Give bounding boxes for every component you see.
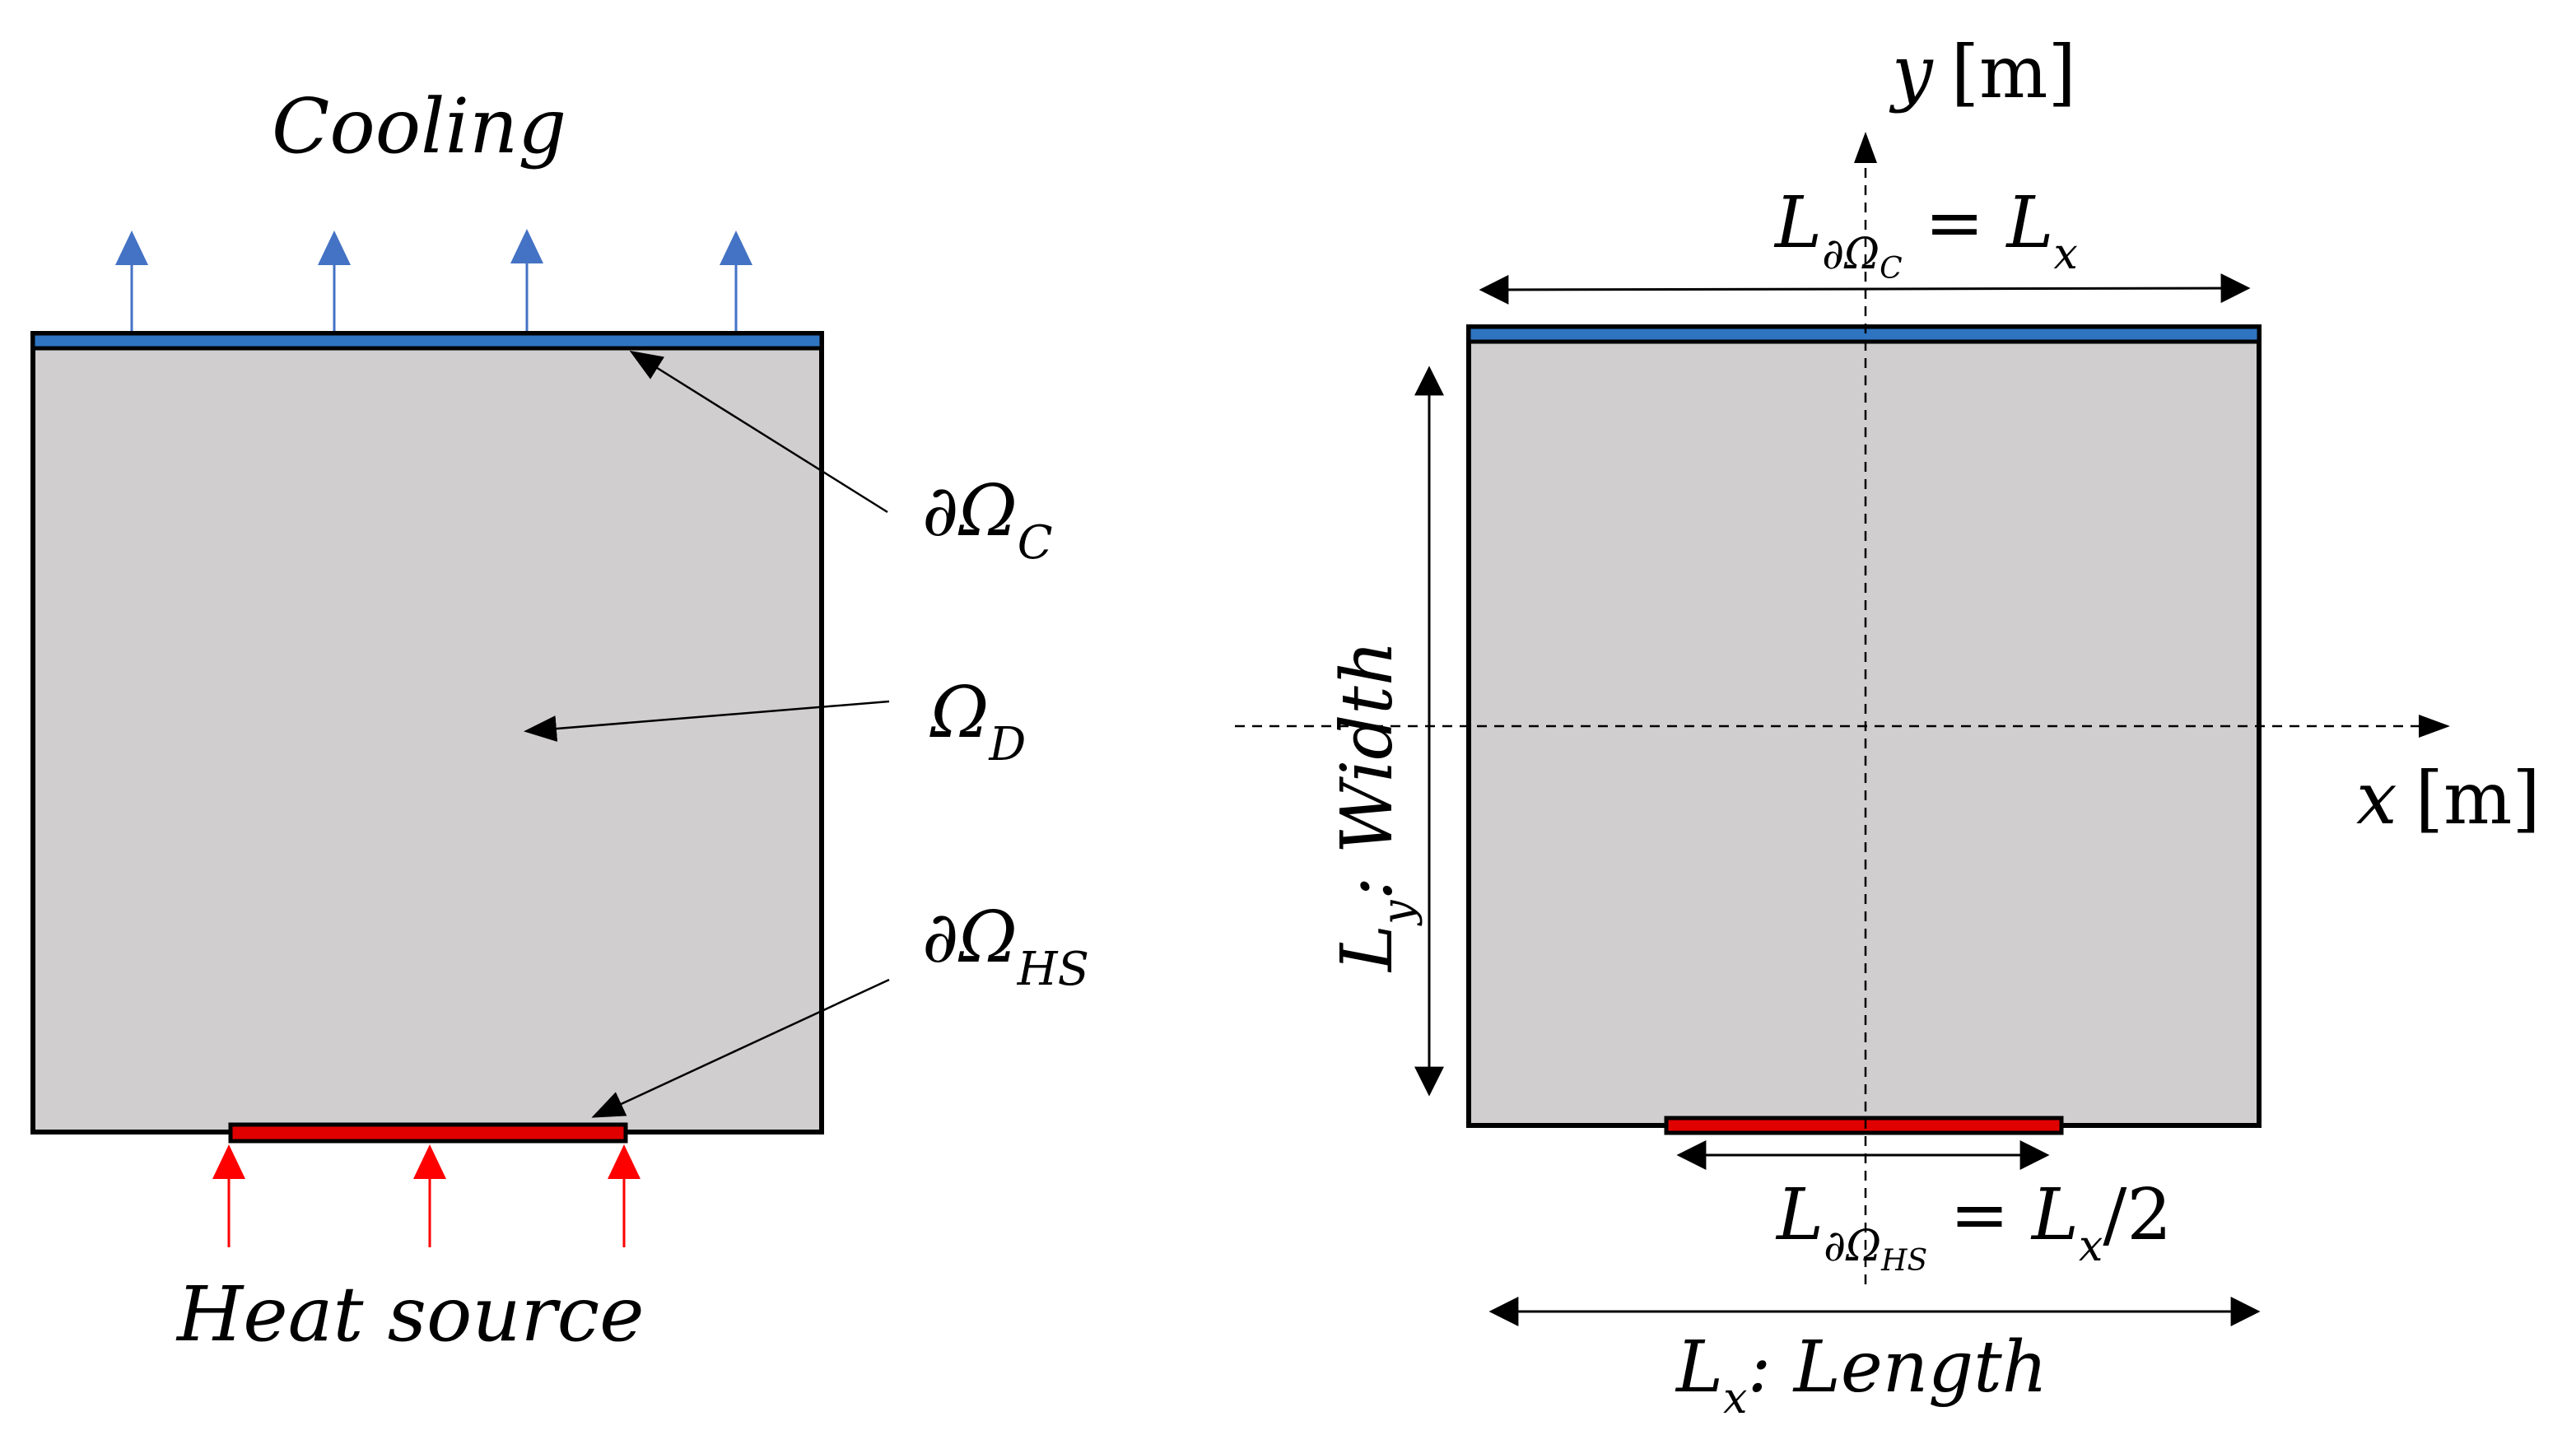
left-heat-boundary (228, 1122, 628, 1144)
pointer-boundary-hs (591, 978, 890, 1118)
top-dimension-label: L∂ΩC = Lx (1773, 182, 2078, 286)
left-diagram: Cooling Heat source ∂ΩC ΩD ∂ΩHS (30, 82, 1089, 1358)
cooling-arrow-head (115, 231, 148, 265)
domain-label: ΩD (929, 672, 1026, 771)
cooling-arrow-head (510, 229, 543, 263)
cooling-arrow-head (720, 231, 752, 265)
hs-dimension-label: L∂ΩHS = Lx/2 (1775, 1174, 2172, 1278)
heat-arrows (212, 1144, 641, 1247)
y-axis-label: y [m] (1889, 30, 2076, 114)
x-axis-label: x [m] (2356, 756, 2541, 841)
boundary-c-label: ∂ΩC (922, 470, 1053, 570)
left-domain-rect (30, 331, 824, 1135)
cooling-arrow-head (318, 231, 351, 265)
heat-arrow-head (413, 1144, 446, 1179)
right-diagram: y [m] x [m] L∂ΩC = Lx L∂ΩHS = Lx/2 Lx: Len… (1235, 30, 2541, 1423)
left-cooling-boundary (30, 331, 824, 351)
boundary-hs-label: ∂ΩHS (922, 897, 1089, 996)
right-cooling-boundary (1466, 324, 2262, 344)
cooling-label: Cooling (272, 82, 566, 170)
top-dimension-arrow (1479, 273, 2251, 305)
right-heat-boundary (1664, 1116, 2064, 1135)
heat-arrow-head (212, 1144, 245, 1179)
y-axis-arrow-icon (1854, 132, 1877, 163)
x-axis-arrow-icon (2419, 715, 2450, 738)
heat-arrow-head (608, 1144, 641, 1179)
pointer-boundary-c (629, 350, 888, 514)
width-label: Ly: Width (1326, 641, 1423, 973)
pointer-domain (524, 700, 890, 743)
length-label: Lx: Length (1675, 1326, 2047, 1423)
cooling-arrows (115, 229, 752, 331)
heat-source-label: Heat source (175, 1270, 645, 1358)
